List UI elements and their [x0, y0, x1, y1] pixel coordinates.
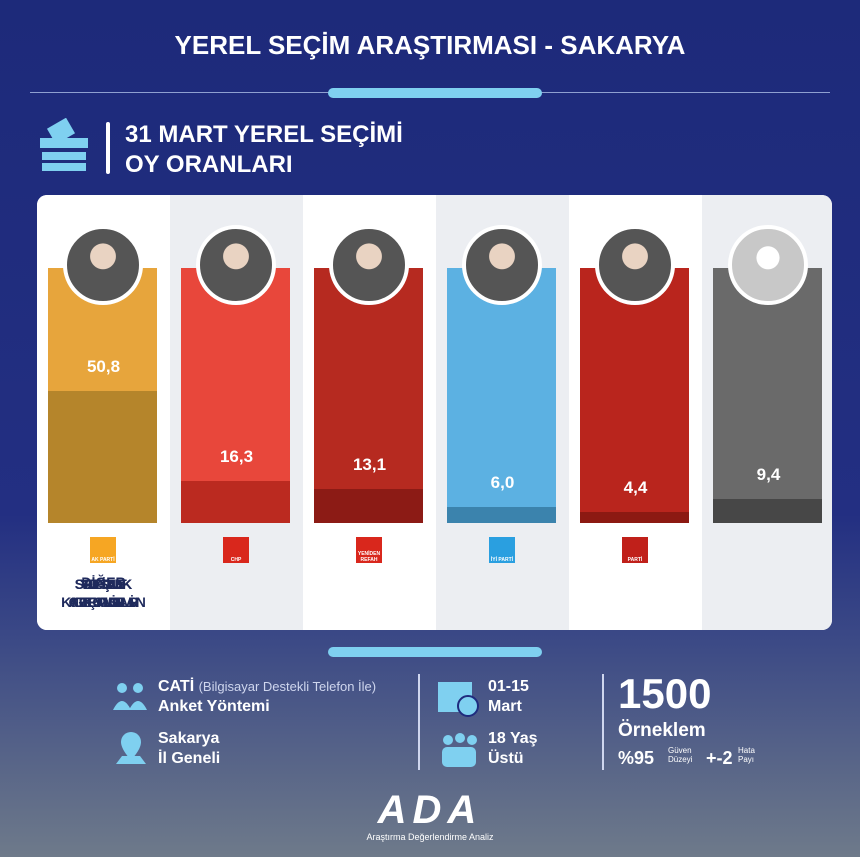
party-logo: İYİ PARTİ	[489, 537, 515, 563]
date: 01-15	[488, 678, 529, 695]
place: Sakarya	[158, 730, 220, 747]
crowd-icon	[442, 733, 477, 767]
candidate-name-text: SELÇUK KILIÇASLAN	[61, 576, 146, 610]
people-icon	[113, 683, 147, 710]
value-label: 4,4	[623, 477, 648, 497]
bar	[713, 498, 822, 523]
confidence: %95	[618, 748, 655, 768]
value-label: 13,1	[352, 454, 387, 474]
age-label: Üstü	[488, 750, 524, 767]
sample-label: Örneklem	[618, 720, 706, 741]
value-label: 9,4	[756, 464, 781, 484]
value-label: 50,8	[86, 356, 121, 376]
error-label: Payı	[738, 755, 755, 764]
candidate-name-text: YUSUF ALEMDAR	[68, 576, 139, 610]
location-icon	[116, 732, 146, 764]
candidate-name-text: AZİZE CEROGLU	[68, 576, 139, 610]
bar	[48, 390, 157, 523]
candidate-name: SELÇUK GEYVELİ	[37, 575, 170, 611]
title: YEREL SEÇİM ARAŞTIRMASI - SAKARYA	[174, 30, 686, 60]
sample: 1500	[618, 670, 712, 717]
chart-card: 50,8 AK PARTİ YUSUF ALEMDAR 16,3 CHP AZİZE CE…	[37, 195, 832, 630]
candidate-name-text: SELÇUK GEYVELİ	[73, 576, 134, 610]
separator	[602, 674, 604, 770]
candidate-name: DİĞER	[37, 573, 170, 591]
subtitle-line: OY ORANLARI	[125, 151, 293, 178]
calendar-icon	[438, 682, 479, 717]
error-label: Hata	[738, 746, 755, 755]
separator	[418, 674, 420, 770]
candidate-name: AZİZE CEROGLU	[37, 575, 170, 611]
party-logo: YENİDEN REFAH	[356, 537, 382, 563]
separator	[106, 122, 110, 174]
photo	[462, 225, 542, 305]
party-logo: AK PARTİ	[90, 537, 116, 563]
photo	[329, 225, 409, 305]
bar	[314, 488, 423, 523]
value-label: 16,3	[219, 446, 254, 466]
method: CATİ	[158, 678, 195, 695]
error: +-2	[706, 748, 733, 768]
candidate-name-text: CİHAN KOLİP	[81, 576, 126, 610]
bar-background	[447, 268, 556, 523]
place-label: İl Geneli	[158, 750, 221, 767]
method-label: Anket Yöntemi	[158, 698, 270, 715]
photo	[196, 225, 276, 305]
brand-sub: Araştırma Değerlendirme Analiz	[366, 832, 494, 842]
footer: CATİ (Bilgisayar Destekli Telefon İle) A…	[0, 660, 860, 857]
candidate-name: SELÇUK KILIÇASLAN	[37, 575, 170, 611]
photo	[63, 225, 143, 305]
method-note: (Bilgisayar Destekli Telefon İle)	[198, 679, 377, 694]
pill	[328, 88, 542, 98]
value-label: 6,0	[490, 473, 515, 493]
month: Mart	[488, 698, 522, 715]
candidate-name: YUSUF ALEMDAR	[37, 575, 170, 611]
subtitle: 31 MART YEREL SEÇİMİ OY ORANLARI	[125, 120, 403, 180]
photo	[728, 225, 808, 305]
age: 18 Yaş	[488, 730, 538, 747]
photo	[595, 225, 675, 305]
party-logo: CHP	[223, 537, 249, 563]
bar-background	[314, 268, 423, 523]
bar-background	[713, 268, 822, 523]
subtitle-line: 31 MART YEREL SEÇİMİ	[125, 121, 403, 148]
brand: ADA	[377, 788, 483, 832]
party-logo: PARTİ	[622, 537, 648, 563]
candidate-name: CİHAN KOLİP	[37, 575, 170, 611]
bar	[580, 511, 689, 523]
confidence-label: Güven	[668, 746, 692, 755]
ballot-icon	[40, 118, 88, 171]
bar-background	[181, 268, 290, 523]
bar	[447, 507, 556, 523]
pill	[328, 647, 542, 657]
confidence-label: Düzeyi	[668, 755, 693, 764]
bar-background	[580, 268, 689, 523]
candidate-name-text: DİĞER	[81, 574, 126, 590]
bar	[181, 480, 290, 523]
